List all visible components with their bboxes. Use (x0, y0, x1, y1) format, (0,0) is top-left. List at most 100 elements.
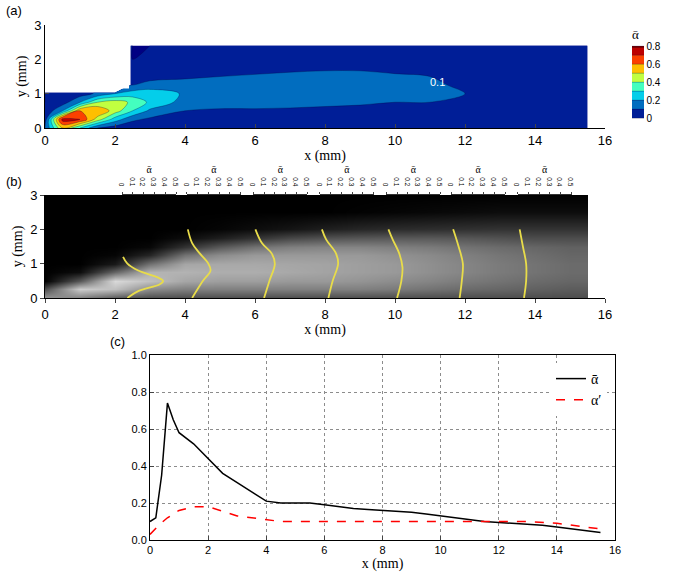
svg-text:2: 2 (30, 222, 37, 237)
svg-text:1: 1 (34, 86, 41, 101)
svg-text:ᾱ: ᾱ (211, 164, 217, 175)
svg-text:8: 8 (321, 307, 328, 322)
svg-text:0: 0 (30, 291, 37, 306)
svg-text:0: 0 (316, 183, 323, 187)
svg-text:0.3: 0.3 (281, 177, 288, 186)
svg-text:(a): (a) (6, 3, 22, 18)
svg-text:16: 16 (598, 307, 612, 322)
svg-text:0.8: 0.8 (132, 386, 147, 398)
svg-text:0.1: 0.1 (524, 177, 531, 186)
svg-text:0.4: 0.4 (647, 77, 661, 88)
svg-text:0.5: 0.5 (370, 177, 377, 186)
svg-text:x (mm): x (mm) (362, 556, 404, 572)
svg-text:2: 2 (111, 307, 118, 322)
svg-text:0.6: 0.6 (132, 423, 147, 435)
svg-text:ᾱ: ᾱ (146, 164, 152, 175)
svg-text:14: 14 (528, 133, 542, 148)
svg-text:12: 12 (458, 133, 472, 148)
svg-text:0.2: 0.2 (139, 177, 146, 186)
svg-text:0.1: 0.1 (260, 177, 267, 186)
svg-text:0.3: 0.3 (546, 177, 553, 186)
svg-text:0.5: 0.5 (303, 177, 310, 186)
svg-text:x (mm): x (mm) (304, 148, 346, 164)
svg-text:12: 12 (458, 307, 472, 322)
svg-text:0: 0 (513, 183, 520, 187)
svg-text:x (mm): x (mm) (304, 322, 346, 338)
svg-text:ᾱ: ᾱ (278, 164, 284, 175)
svg-text:ᾱ: ᾱ (344, 164, 350, 175)
svg-text:10: 10 (388, 133, 402, 148)
svg-text:0: 0 (34, 121, 41, 136)
svg-text:2: 2 (34, 52, 41, 67)
svg-text:0.0: 0.0 (132, 534, 147, 546)
svg-text:0: 0 (41, 133, 48, 148)
svg-text:0.4: 0.4 (425, 177, 432, 186)
svg-text:3: 3 (34, 18, 41, 33)
svg-text:0.2: 0.2 (468, 177, 475, 186)
svg-text:(c): (c) (110, 334, 125, 349)
svg-text:0.5: 0.5 (172, 177, 179, 186)
svg-text:14: 14 (551, 544, 563, 556)
svg-text:6: 6 (251, 133, 258, 148)
svg-text:0.5: 0.5 (501, 177, 508, 186)
svg-text:0.4: 0.4 (292, 177, 299, 186)
svg-text:0.1: 0.1 (430, 76, 445, 88)
svg-text:0.5: 0.5 (237, 177, 244, 186)
svg-text:0: 0 (447, 183, 454, 187)
svg-text:0.4: 0.4 (161, 177, 168, 186)
svg-text:0.2: 0.2 (404, 177, 411, 186)
svg-text:0.3: 0.3 (215, 177, 222, 186)
svg-text:3: 3 (30, 188, 37, 203)
svg-text:0: 0 (382, 183, 389, 187)
svg-text:1: 1 (30, 256, 37, 271)
svg-text:ᾱ: ᾱ (632, 27, 639, 42)
svg-text:0.2: 0.2 (204, 177, 211, 186)
svg-text:0.1: 0.1 (193, 177, 200, 186)
svg-text:8: 8 (321, 133, 328, 148)
svg-text:14: 14 (528, 307, 542, 322)
svg-text:0: 0 (147, 544, 153, 556)
svg-text:16: 16 (609, 544, 621, 556)
svg-text:0.1: 0.1 (393, 177, 400, 186)
svg-text:ᾱ: ᾱ (542, 164, 548, 175)
svg-text:0.1: 0.1 (326, 177, 333, 186)
svg-text:0.2: 0.2 (647, 95, 661, 106)
svg-text:1.0: 1.0 (132, 349, 147, 361)
svg-text:0.3: 0.3 (479, 177, 486, 186)
svg-text:0.4: 0.4 (556, 177, 563, 186)
svg-text:0.3: 0.3 (414, 177, 421, 186)
svg-text:0.2: 0.2 (271, 177, 278, 186)
svg-text:0.3: 0.3 (150, 177, 157, 186)
svg-text:16: 16 (598, 133, 612, 148)
svg-text:8: 8 (379, 544, 385, 556)
svg-text:0.4: 0.4 (226, 177, 233, 186)
svg-text:0: 0 (249, 183, 256, 187)
svg-text:α′: α′ (591, 393, 601, 408)
svg-text:0.8: 0.8 (647, 41, 661, 52)
svg-text:4: 4 (181, 307, 188, 322)
svg-text:y (mm): y (mm) (10, 225, 26, 267)
svg-text:4: 4 (263, 544, 269, 556)
svg-text:0.3: 0.3 (348, 177, 355, 186)
svg-text:y (mm): y (mm) (14, 55, 30, 97)
svg-text:0.5: 0.5 (567, 177, 574, 186)
svg-text:0.1: 0.1 (458, 177, 465, 186)
svg-text:0: 0 (41, 307, 48, 322)
svg-text:2: 2 (111, 133, 118, 148)
svg-text:6: 6 (251, 307, 258, 322)
svg-text:0.6: 0.6 (647, 59, 661, 70)
svg-text:0.2: 0.2 (337, 177, 344, 186)
svg-text:0.4: 0.4 (132, 460, 147, 472)
svg-text:12: 12 (493, 544, 505, 556)
svg-text:ᾱ: ᾱ (411, 164, 417, 175)
svg-text:0.2: 0.2 (535, 177, 542, 186)
svg-text:0: 0 (118, 183, 125, 187)
svg-text:6: 6 (321, 544, 327, 556)
svg-text:0: 0 (647, 113, 653, 124)
svg-text:10: 10 (388, 307, 402, 322)
svg-text:10: 10 (434, 544, 446, 556)
svg-text:0.4: 0.4 (359, 177, 366, 186)
svg-text:0.1: 0.1 (129, 177, 136, 186)
svg-text:ᾱ: ᾱ (475, 164, 481, 175)
svg-text:ᾱ: ᾱ (591, 372, 599, 387)
